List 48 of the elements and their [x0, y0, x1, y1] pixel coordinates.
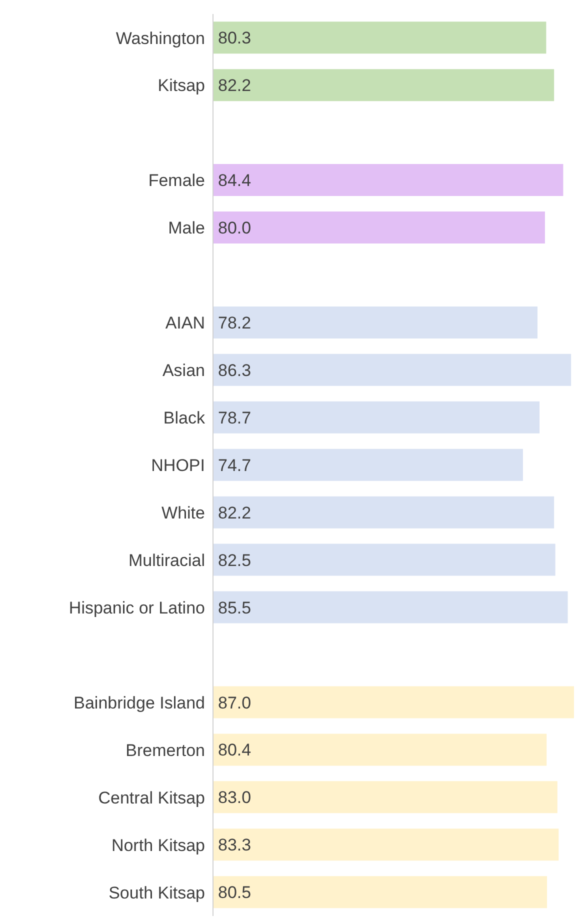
data-label: 82.2	[218, 76, 252, 96]
data-label: 80.5	[218, 883, 252, 902]
bar	[213, 734, 547, 766]
bar	[213, 22, 546, 54]
bar	[213, 828, 559, 861]
y-tick-label: Bainbridge Island	[74, 693, 205, 712]
data-label: 83.3	[218, 836, 252, 855]
data-label: 82.5	[218, 550, 252, 570]
y-tick-label: Central Kitsap	[98, 788, 205, 808]
bar	[213, 496, 554, 528]
bar	[213, 876, 548, 908]
y-tick-label: Female	[148, 171, 205, 190]
y-tick-label: Kitsap	[158, 76, 205, 96]
y-tick-label: Black	[163, 408, 206, 428]
data-label: 74.7	[218, 456, 252, 475]
y-tick-label: Asian	[162, 361, 205, 380]
data-label: 87.0	[218, 693, 252, 712]
bar	[213, 211, 545, 244]
bar	[213, 448, 523, 481]
y-tick-label: South Kitsap	[108, 883, 205, 902]
bar	[213, 69, 554, 102]
y-tick-label: White	[162, 504, 205, 523]
data-label: 83.0	[218, 788, 252, 808]
data-label: 80.0	[218, 218, 252, 238]
data-label: 84.4	[218, 171, 252, 190]
bar	[213, 781, 558, 814]
y-tick-label: NHOPI	[151, 456, 205, 476]
data-label: 86.3	[218, 360, 252, 380]
bar	[213, 164, 564, 196]
data-label: 85.5	[218, 598, 252, 618]
y-tick-label: Hispanic or Latino	[68, 598, 205, 618]
y-tick-label: Bremerton	[126, 740, 205, 760]
data-label: 82.2	[218, 503, 252, 522]
y-tick-label: Male	[168, 218, 205, 238]
bar	[213, 401, 540, 434]
bar	[213, 544, 556, 576]
data-label: 78.2	[218, 313, 252, 332]
y-tick-label: AIAN	[165, 314, 205, 333]
data-label: 80.3	[218, 28, 252, 48]
data-label: 80.4	[218, 740, 252, 760]
y-tick-label: North Kitsap	[111, 836, 205, 855]
bar	[213, 591, 568, 624]
bar	[213, 306, 538, 338]
data-label: 78.7	[218, 408, 252, 428]
bar	[213, 686, 574, 718]
bar	[213, 354, 572, 386]
y-tick-label: Multiracial	[128, 550, 205, 570]
y-tick-label: Washington	[116, 28, 205, 48]
